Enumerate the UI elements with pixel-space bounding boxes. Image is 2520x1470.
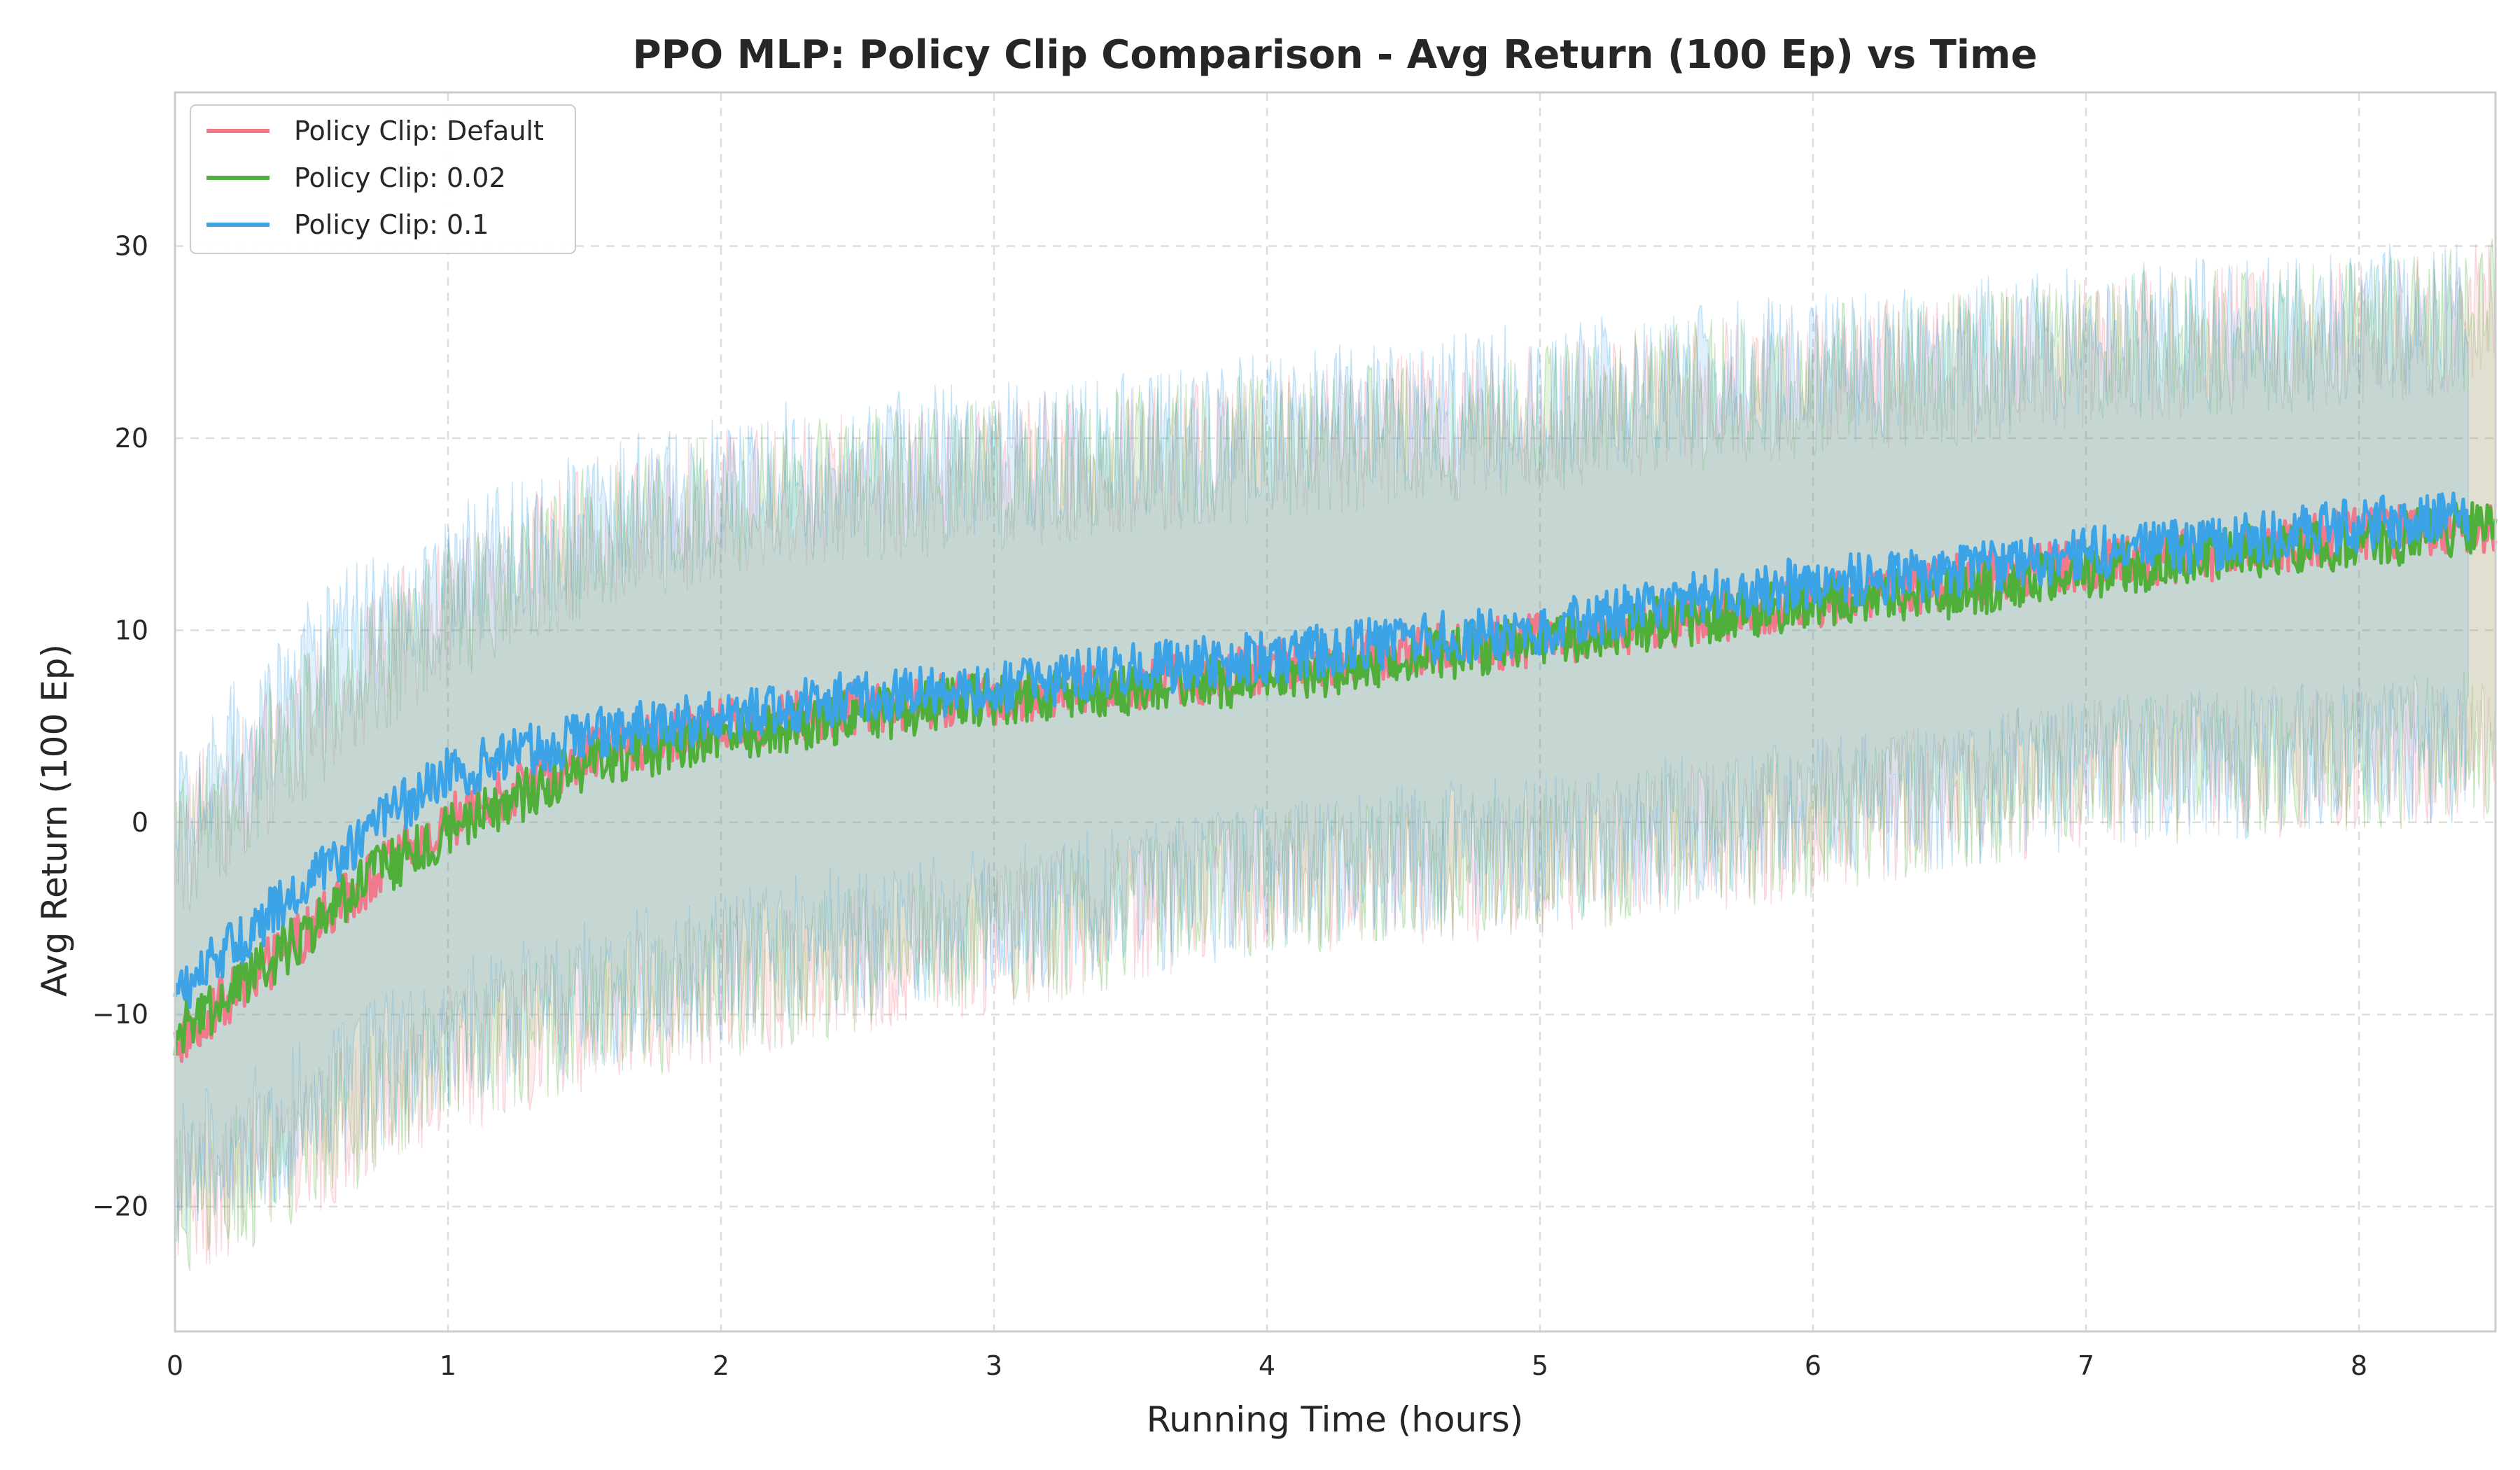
y-ticks: −20 −10 0 10 20 30 [92, 231, 148, 1222]
series-lines [173, 491, 2498, 1063]
legend-label-0-02: Policy Clip: 0.02 [294, 162, 506, 193]
plot-frame [174, 91, 2497, 1333]
y-tick-label: −20 [92, 1191, 148, 1222]
x-tick-label: 8 [2351, 1350, 2367, 1381]
y-tick-label: −10 [92, 999, 148, 1030]
x-tick-label: 6 [1805, 1350, 1821, 1381]
band-0-1 [174, 244, 2469, 1242]
legend: Policy Clip: Default Policy Clip: 0.02 P… [190, 104, 576, 254]
plot-area [175, 92, 2496, 1331]
legend-box [190, 104, 576, 254]
x-tick-label: 7 [2078, 1350, 2094, 1381]
y-axis-label: Avg Return (100 Ep) [34, 644, 75, 997]
legend-label-default: Policy Clip: Default [294, 115, 544, 146]
x-tick-label: 4 [1259, 1350, 1275, 1381]
x-axis-label: Running Time (hours) [1147, 1399, 1524, 1440]
legend-label-0-1: Policy Clip: 0.1 [294, 209, 489, 240]
x-tick-label: 3 [986, 1350, 1002, 1381]
y-tick-label: 20 [115, 423, 148, 454]
x-tick-label: 0 [167, 1350, 183, 1381]
x-tick-label: 1 [440, 1350, 456, 1381]
chart-title: PPO MLP: Policy Clip Comparison - Avg Re… [633, 32, 2038, 78]
x-tick-label: 5 [1532, 1350, 1548, 1381]
x-tick-label: 2 [713, 1350, 729, 1381]
y-tick-label: 10 [115, 615, 148, 645]
series-line-0-1 [173, 491, 2470, 1009]
y-tick-label: 0 [132, 807, 148, 838]
y-tick-label: 30 [115, 231, 148, 262]
x-ticks: 0 1 2 3 4 5 6 7 8 [167, 1350, 2367, 1381]
